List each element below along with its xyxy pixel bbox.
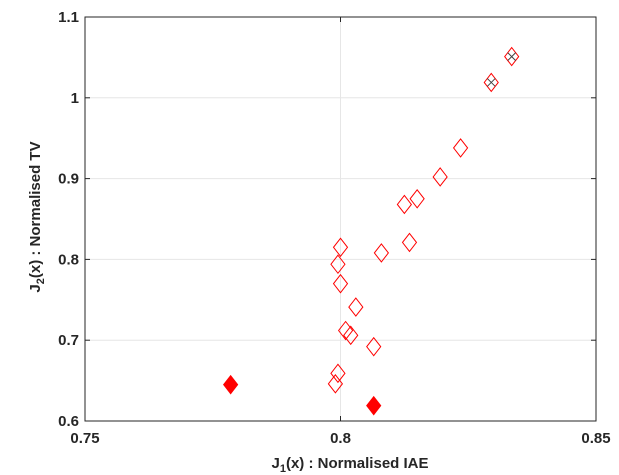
open-diamond-point (373, 243, 390, 263)
open-diamond-point (452, 138, 469, 158)
open-diamond-point (330, 363, 346, 384)
open-diamond-point (401, 232, 418, 253)
ticks: 0.75 0.8 0.85 0.6 0.7 0.8 0.9 1 1.1 (58, 9, 610, 447)
filled-diamond-point (366, 395, 382, 416)
open-diamond-point (330, 254, 346, 275)
cross-marker (507, 52, 517, 61)
open-diamond-point (409, 188, 425, 209)
x-tick-label: 0.8 (330, 430, 351, 447)
x-tick-label: 0.85 (581, 430, 610, 447)
y-axis-label: J2(x) : Normalised TV (27, 141, 47, 292)
y-tick-label: 0.9 (58, 171, 79, 188)
filled-diamond-point (223, 374, 239, 395)
grid (85, 17, 596, 421)
open-diamond-point (348, 297, 364, 317)
x-axis-label: J1(x) : Normalised IAE (272, 455, 429, 475)
open-diamond-point (432, 167, 448, 187)
open-diamond-point (504, 46, 520, 67)
open-diamond-point (483, 72, 499, 93)
cross-marker (486, 78, 496, 87)
open-diamond-point (327, 374, 344, 394)
open-diamond-point (332, 237, 349, 258)
y-tick-label: 0.7 (58, 332, 79, 349)
x-tick-label: 0.75 (70, 430, 99, 447)
open-diamond-point (343, 325, 359, 346)
data-marks (223, 46, 520, 416)
open-diamond-point (366, 336, 382, 357)
y-tick-label: 0.6 (58, 413, 79, 430)
open-diamond-point (332, 273, 349, 294)
open-diamond-point (396, 194, 413, 215)
y-tick-label: 1 (71, 90, 79, 107)
y-tick-label: 0.8 (58, 251, 79, 268)
y-tick-label: 1.1 (58, 9, 79, 26)
